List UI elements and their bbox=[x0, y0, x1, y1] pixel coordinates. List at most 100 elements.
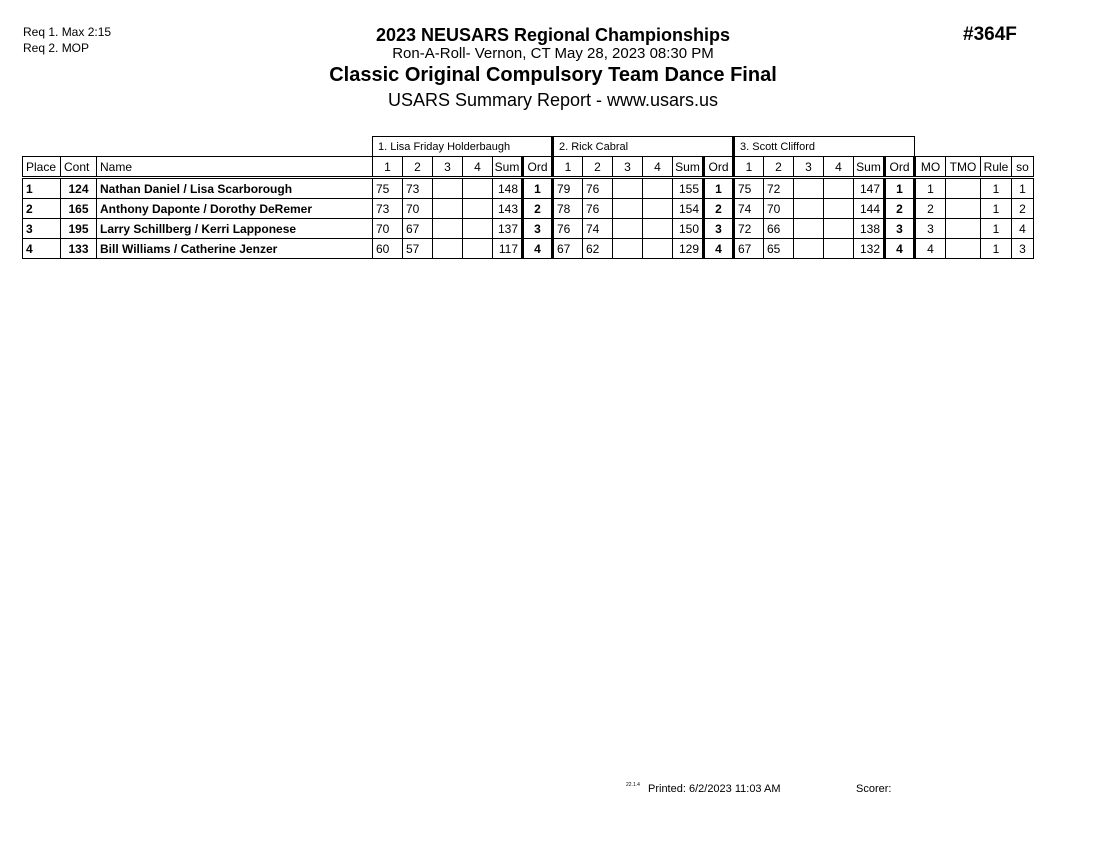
report-line: USARS Summary Report - www.usars.us bbox=[387, 90, 719, 110]
mo-cell: 2 bbox=[913, 198, 946, 219]
header-mark: 2 bbox=[763, 156, 794, 179]
mark-cell: 74 bbox=[582, 218, 613, 239]
mark-cell: 65 bbox=[763, 238, 794, 259]
table-row: 4 133 Bill Williams / Catherine Jenzer 60 57… bbox=[22, 238, 1034, 259]
mark-cell: 60 bbox=[372, 238, 403, 259]
mark-cell bbox=[612, 238, 643, 259]
mark-cell: 70 bbox=[763, 198, 794, 219]
mark-cell bbox=[642, 198, 673, 219]
judge-name: 1. Lisa Friday Holderbaugh bbox=[372, 136, 553, 157]
header-mark: 1 bbox=[551, 156, 583, 179]
sum-cell: 154 bbox=[672, 198, 704, 219]
mark-cell bbox=[642, 177, 673, 199]
mo-cell: 3 bbox=[913, 218, 946, 239]
venue-line: Ron-A-Roll- Vernon, CT May 28, 2023 08:3… bbox=[392, 45, 714, 62]
event-code: #364F bbox=[963, 24, 1017, 45]
mo-cell: 4 bbox=[913, 238, 946, 259]
mark-cell bbox=[462, 198, 493, 219]
header-tmo: TMO bbox=[945, 156, 981, 179]
ord-cell: 2 bbox=[521, 198, 553, 219]
header-so: so bbox=[1011, 156, 1034, 179]
ord-cell: 4 bbox=[521, 238, 553, 259]
rule-cell: 1 bbox=[980, 177, 1012, 199]
mark-cell bbox=[823, 198, 854, 219]
mark-cell: 78 bbox=[551, 198, 583, 219]
table-row: 1 124 Nathan Daniel / Lisa Scarborough 75 73… bbox=[22, 177, 1034, 199]
mark-cell bbox=[793, 198, 824, 219]
mark-cell: 62 bbox=[582, 238, 613, 259]
name-cell: Larry Schillberg / Kerri Lapponese bbox=[96, 218, 373, 239]
mark-cell bbox=[793, 177, 824, 199]
header-mark: 4 bbox=[642, 156, 673, 179]
sum-cell: 137 bbox=[492, 218, 523, 239]
header-mark: 3 bbox=[432, 156, 463, 179]
mark-cell bbox=[462, 177, 493, 199]
sum-cell: 144 bbox=[853, 198, 885, 219]
mark-cell: 75 bbox=[372, 177, 403, 199]
header-mo: MO bbox=[913, 156, 946, 179]
place-cell: 4 bbox=[22, 238, 61, 259]
event-name: Classic Original Compulsory Team Dance F… bbox=[329, 64, 777, 86]
mark-cell: 72 bbox=[763, 177, 794, 199]
mark-cell bbox=[432, 238, 463, 259]
judge-name: 3. Scott Clifford bbox=[732, 136, 915, 157]
mark-cell: 73 bbox=[372, 198, 403, 219]
header-sum: Sum bbox=[853, 156, 885, 179]
header-mark: 4 bbox=[462, 156, 493, 179]
mark-cell: 57 bbox=[402, 238, 433, 259]
mark-cell bbox=[432, 177, 463, 199]
spacer bbox=[23, 137, 373, 157]
so-cell: 3 bbox=[1011, 238, 1034, 259]
mark-cell bbox=[642, 238, 673, 259]
sum-cell: 150 bbox=[672, 218, 704, 239]
mark-cell: 76 bbox=[551, 218, 583, 239]
header-place: Place bbox=[22, 156, 61, 179]
sum-cell: 155 bbox=[672, 177, 704, 199]
requirement-1: Req 1. Max 2:15 bbox=[23, 25, 112, 39]
sum-cell: 117 bbox=[492, 238, 523, 259]
ord-cell: 3 bbox=[702, 218, 734, 239]
sum-cell: 138 bbox=[853, 218, 885, 239]
tmo-cell bbox=[945, 177, 981, 199]
ord-cell: 2 bbox=[702, 198, 734, 219]
ord-cell: 1 bbox=[883, 177, 915, 199]
tmo-cell bbox=[945, 218, 981, 239]
mo-cell: 1 bbox=[913, 177, 946, 199]
header-mark: 1 bbox=[372, 156, 403, 179]
page-title: 2023 NEUSARS Regional Championships bbox=[375, 25, 731, 45]
ord-cell: 4 bbox=[883, 238, 915, 259]
mark-cell bbox=[642, 218, 673, 239]
requirement-2: Req 2. MOP bbox=[23, 41, 90, 55]
mark-cell bbox=[612, 218, 643, 239]
rule-cell: 1 bbox=[980, 238, 1012, 259]
header-cont: Cont bbox=[60, 156, 97, 179]
place-cell: 1 bbox=[22, 177, 61, 199]
version-label: 22.1.4 bbox=[626, 782, 640, 788]
header-mark: 3 bbox=[612, 156, 643, 179]
mark-cell: 70 bbox=[402, 198, 433, 219]
header-sum: Sum bbox=[492, 156, 523, 179]
so-cell: 4 bbox=[1011, 218, 1034, 239]
mark-cell: 70 bbox=[372, 218, 403, 239]
results-table: 1. Lisa Friday Holderbaugh 2. Rick Cabral… bbox=[22, 136, 1034, 259]
mark-cell bbox=[612, 198, 643, 219]
mark-cell: 67 bbox=[551, 238, 583, 259]
header-mark: 3 bbox=[793, 156, 824, 179]
header-sum: Sum bbox=[672, 156, 704, 179]
mark-cell bbox=[432, 218, 463, 239]
mark-cell: 75 bbox=[732, 177, 764, 199]
header-mark: 1 bbox=[732, 156, 764, 179]
table-row: 3 195 Larry Schillberg / Kerri Lapponese 70… bbox=[22, 218, 1034, 239]
tmo-cell bbox=[945, 198, 981, 219]
cont-cell: 165 bbox=[60, 198, 97, 219]
sum-cell: 143 bbox=[492, 198, 523, 219]
ord-cell: 1 bbox=[702, 177, 734, 199]
sum-cell: 147 bbox=[853, 177, 885, 199]
cont-cell: 195 bbox=[60, 218, 97, 239]
table-row: 2 165 Anthony Daponte / Dorothy DeRemer 73 7… bbox=[22, 198, 1034, 219]
header-rule: Rule bbox=[980, 156, 1012, 179]
mark-cell bbox=[793, 238, 824, 259]
mark-cell bbox=[823, 238, 854, 259]
mark-cell: 72 bbox=[732, 218, 764, 239]
ord-cell: 2 bbox=[883, 198, 915, 219]
